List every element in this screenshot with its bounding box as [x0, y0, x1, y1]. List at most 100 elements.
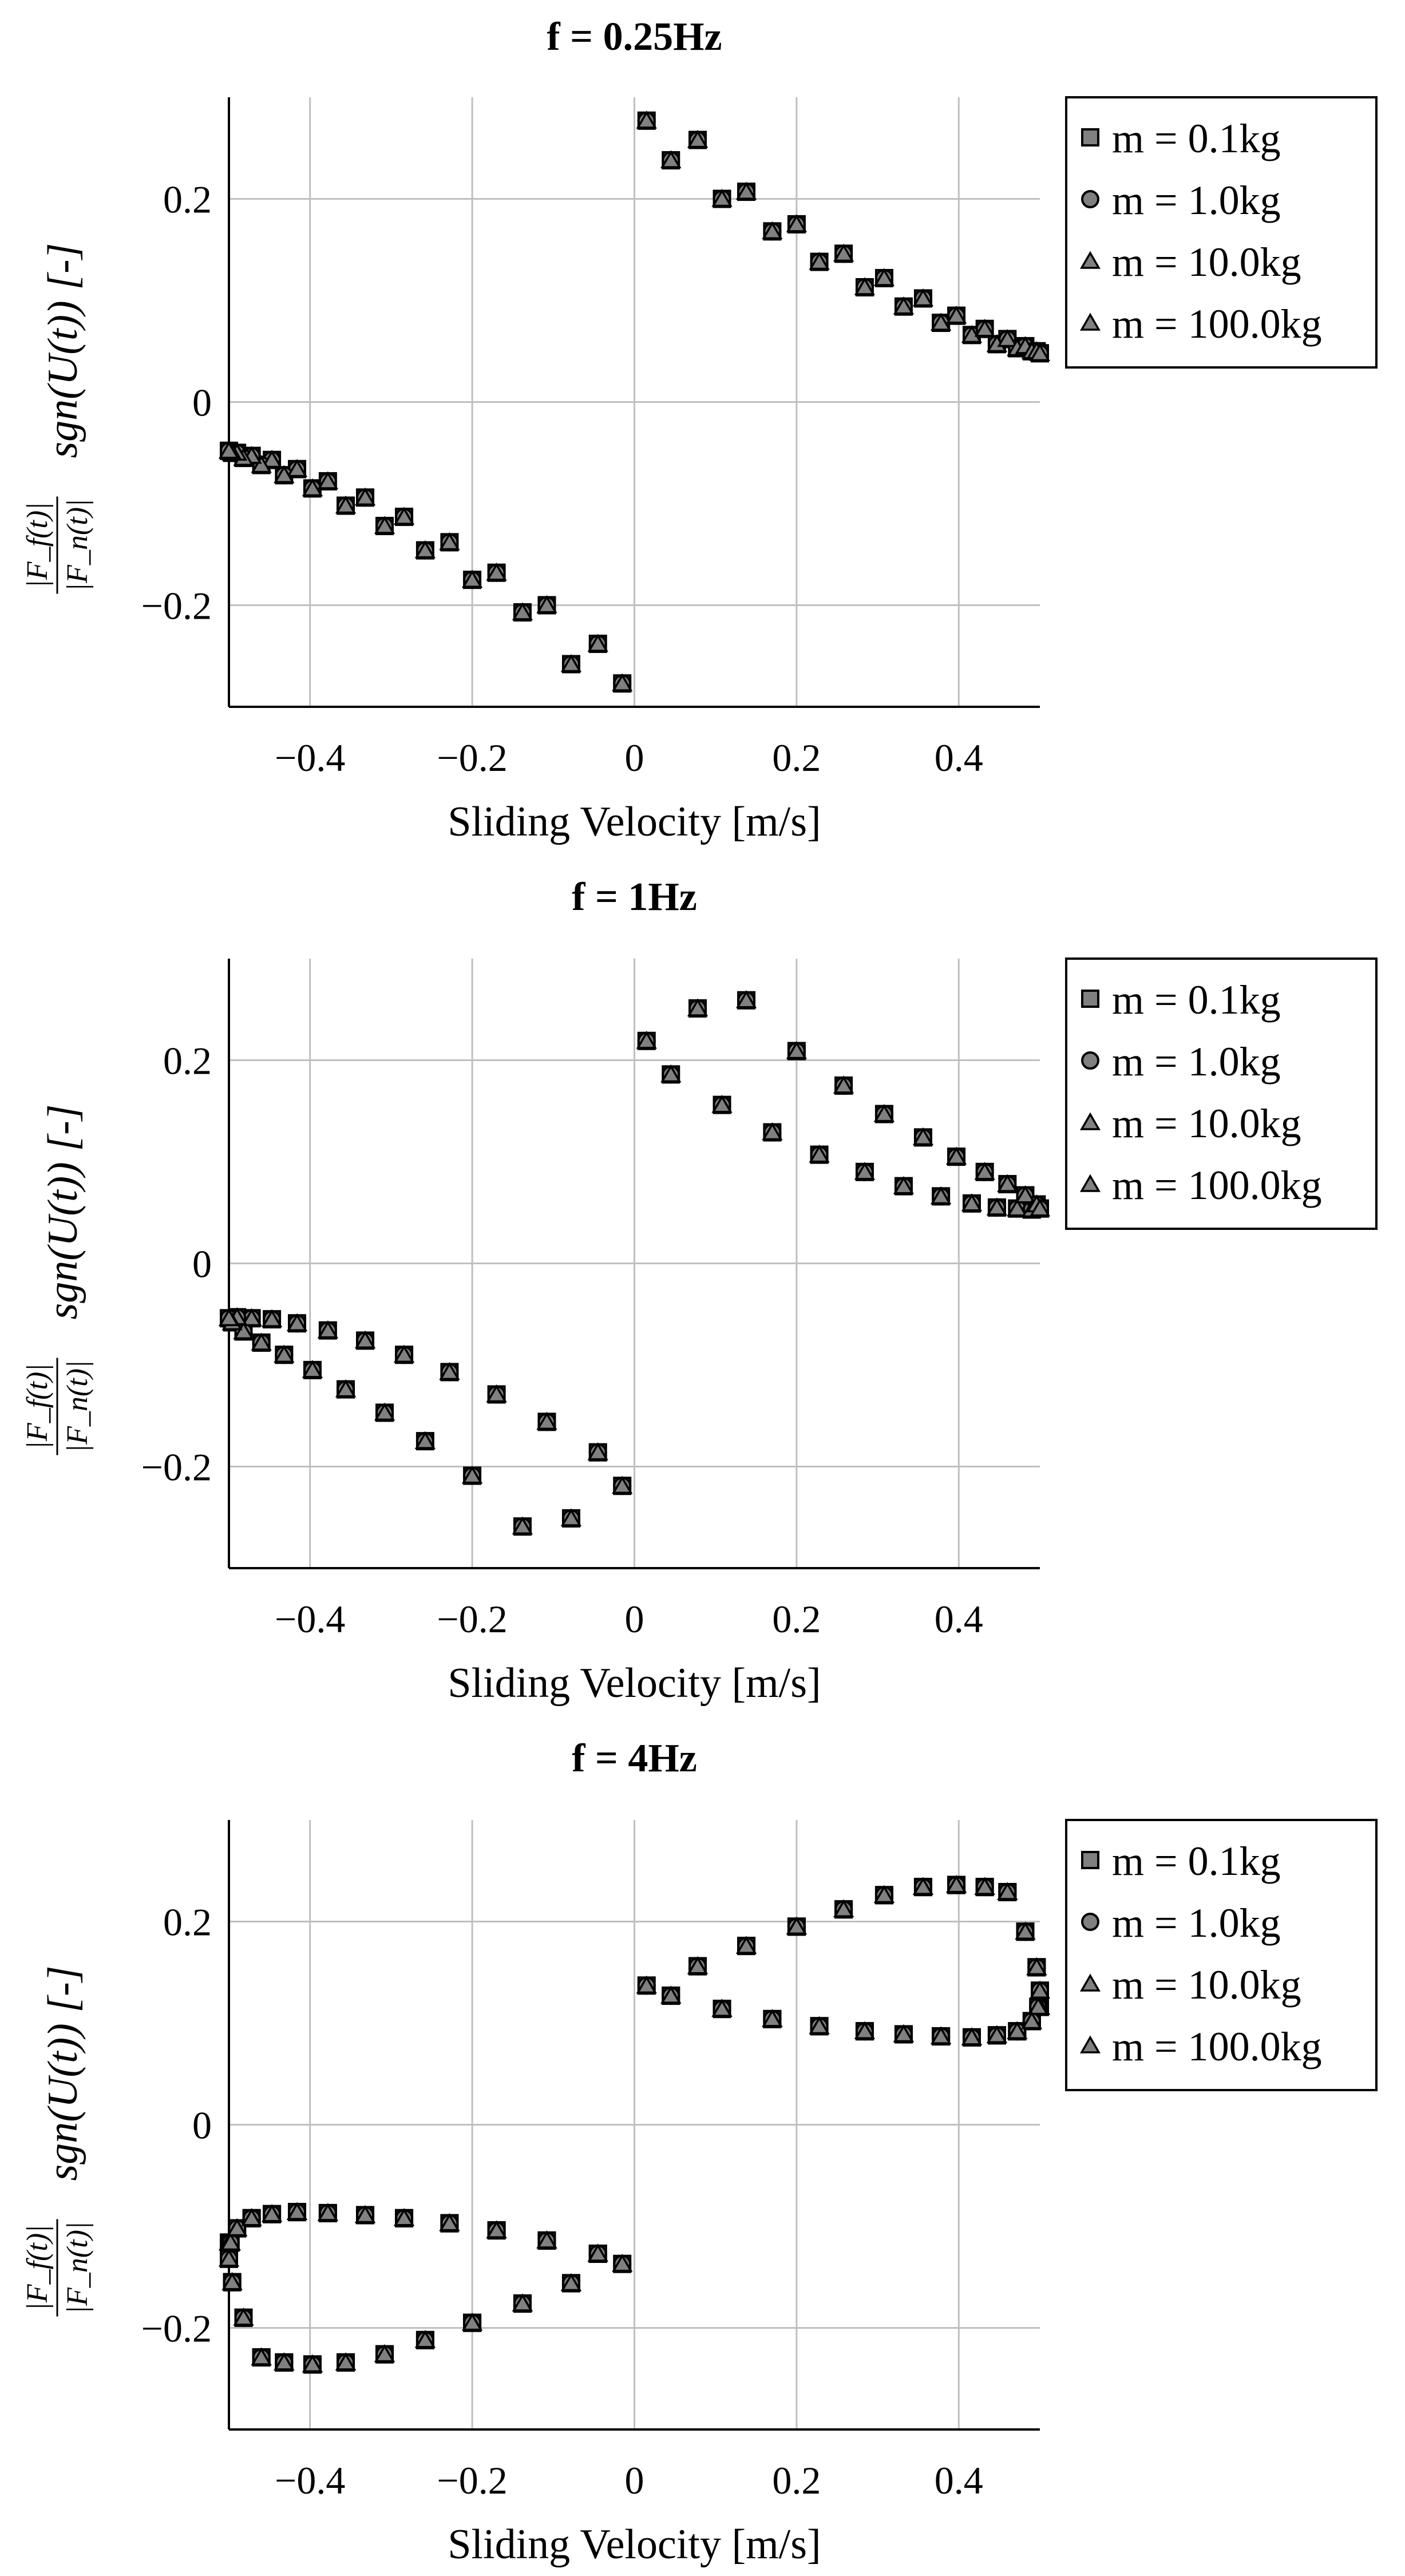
legend-label: m = 1.0kg: [1112, 1900, 1281, 1946]
data-point: [374, 1402, 395, 1421]
data-point: [986, 1197, 1007, 1216]
data-point: [974, 319, 995, 337]
data-point: [762, 221, 783, 240]
legend-label: m = 10.0kg: [1112, 1101, 1301, 1146]
data-point: [946, 306, 967, 324]
data-point: [512, 602, 533, 620]
data-point: [439, 532, 460, 551]
data-point: [833, 1075, 854, 1094]
data-point: [486, 2220, 507, 2238]
x-axis-label: Sliding Velocity [m/s]: [448, 798, 821, 845]
data-point: [711, 188, 733, 207]
y-label-sgn: sgn(U(t)) [-]: [39, 1104, 86, 1319]
data-point: [512, 1516, 533, 1534]
data-point: [1029, 1980, 1051, 1999]
data-points: [218, 1875, 1051, 2374]
data-point: [394, 507, 415, 525]
data-point: [251, 2347, 272, 2365]
data-point: [997, 1174, 1018, 1192]
data-point: [786, 214, 807, 232]
legend-label: m = 1.0kg: [1112, 1039, 1281, 1085]
data-point: [912, 1127, 933, 1146]
data-point: [809, 252, 830, 270]
legend: m = 0.1kg m = 1.0kg m = 10.0kg m = 100.0kg: [1065, 96, 1378, 369]
data-point: [262, 2204, 283, 2222]
data-point: [560, 1508, 582, 1526]
data-point: [536, 2230, 557, 2249]
data-point: [227, 2218, 248, 2237]
data-point: [893, 2024, 914, 2043]
data-point: [1007, 1198, 1028, 1217]
legend-label: m = 1.0kg: [1112, 177, 1281, 223]
data-point: [974, 1162, 995, 1180]
y-label-denominator: |F_n(t)|: [61, 1360, 94, 1453]
x-tick-label: −0.4: [275, 1597, 345, 1641]
data-point: [302, 478, 323, 497]
x-tick-label: 0: [625, 1597, 644, 1641]
data-point: [636, 110, 657, 129]
data-point: [893, 1176, 914, 1194]
data-point: [687, 1956, 709, 1974]
data-point: [612, 2254, 633, 2272]
data-point: [241, 1308, 262, 1327]
data-point: [462, 2313, 483, 2331]
data-point: [317, 471, 338, 489]
data-point: [1007, 2021, 1028, 2039]
x-tick-label: 0: [625, 736, 644, 779]
legend-label: m = 100.0kg: [1112, 2024, 1322, 2069]
data-point: [1029, 1198, 1051, 1217]
legend-label: m = 100.0kg: [1112, 301, 1322, 347]
data-point: [394, 1344, 415, 1363]
data-point: [809, 1145, 830, 1163]
y-label-sgn: sgn(U(t)) [-]: [39, 1965, 86, 2181]
y-label-numerator: |F_f(t)|: [21, 2225, 54, 2311]
data-point: [854, 277, 875, 295]
data-point: [687, 130, 709, 148]
y-tick-label: −0.2: [141, 584, 212, 628]
data-point: [786, 1916, 807, 1935]
data-point: [1015, 1185, 1036, 1204]
legend-box: [1065, 96, 1378, 369]
data-point: [374, 2344, 395, 2363]
data-point: [612, 673, 633, 691]
data-point: [660, 150, 682, 168]
y-tick-label: −0.2: [141, 2307, 212, 2351]
data-point: [262, 450, 283, 468]
data-point: [931, 312, 952, 331]
data-point: [587, 634, 608, 652]
y-tick-label: 0.2: [163, 1901, 212, 1944]
x-tick-label: 0.4: [935, 1597, 983, 1641]
data-point: [274, 465, 295, 484]
chart-title: f = 4Hz: [572, 1736, 697, 1780]
data-point: [711, 1095, 733, 1113]
data-points: [218, 990, 1051, 1536]
y-tick-label: 0: [192, 1243, 212, 1286]
data-point: [1015, 1921, 1036, 1940]
data-point: [462, 1465, 483, 1484]
data-point: [946, 1146, 967, 1165]
data-point: [486, 563, 507, 581]
data-point: [302, 2354, 323, 2373]
data-point: [893, 296, 914, 315]
x-tick-label: 0: [625, 2459, 644, 2502]
data-point: [587, 2243, 608, 2262]
x-tick-label: 0.2: [772, 2459, 821, 2502]
y-label-denominator: |F_n(t)|: [61, 2222, 94, 2314]
y-axis-label: |F_f(t)| |F_n(t)| sgn(U(t)) [-]: [21, 1965, 94, 2317]
data-point: [233, 1321, 254, 1340]
data-point: [274, 1344, 295, 1363]
legend-marker-square: [1081, 990, 1099, 1008]
data-point: [302, 1360, 323, 1378]
data-point: [439, 2213, 460, 2231]
data-point: [439, 1362, 460, 1380]
y-tick-label: 0.2: [163, 178, 212, 221]
x-tick-label: 0.2: [772, 1597, 821, 1641]
x-tick-label: 0.4: [935, 736, 983, 779]
data-point: [873, 1104, 895, 1122]
data-point: [854, 1162, 875, 1180]
y-label-numerator: |F_f(t)|: [21, 1364, 54, 1450]
data-point: [931, 2026, 952, 2044]
data-point: [873, 268, 895, 286]
data-point: [221, 2272, 243, 2290]
